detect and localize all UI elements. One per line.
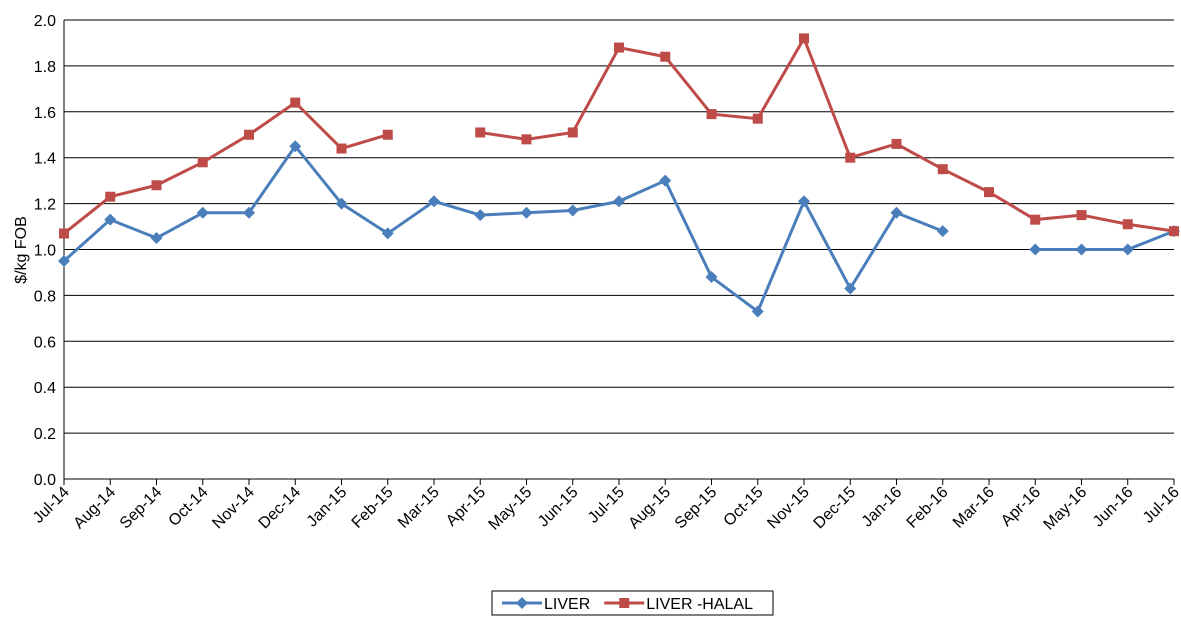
point	[706, 109, 717, 120]
x-tick-label: Feb-15	[349, 484, 397, 532]
series-line	[63, 144, 944, 313]
point	[335, 197, 348, 210]
point	[844, 282, 857, 295]
point	[566, 204, 579, 217]
point	[567, 127, 578, 138]
x-tick-label: Sep-15	[672, 484, 721, 533]
point	[799, 33, 809, 44]
point	[751, 305, 764, 318]
point	[891, 138, 902, 149]
point	[845, 152, 856, 163]
point	[151, 180, 162, 191]
y-tick-label: 0.4	[34, 380, 56, 397]
point	[197, 157, 208, 168]
x-tick-label: Jul-15	[585, 484, 628, 527]
legend-marker	[619, 598, 630, 608]
point	[1076, 210, 1087, 221]
x-tick-label: Sep-14	[117, 484, 166, 533]
y-axis-label: $/kg FOB	[13, 216, 30, 284]
x-tick-label: Apr-16	[998, 484, 1044, 530]
point	[336, 143, 347, 154]
y-tick-label: 0.0	[34, 472, 56, 489]
point	[890, 206, 903, 219]
series-line	[1035, 229, 1175, 251]
point	[150, 232, 163, 245]
x-tick-label: Nov-15	[764, 484, 813, 533]
legend-label: LIVER -HALAL	[646, 596, 753, 613]
point	[381, 227, 394, 240]
point	[1075, 243, 1088, 256]
point	[613, 195, 625, 208]
x-tick-label: May-16	[1041, 484, 1091, 534]
point	[1029, 243, 1042, 256]
series-line	[63, 101, 389, 235]
x-tick-label: Oct-15	[721, 484, 767, 530]
point	[105, 191, 116, 202]
point	[382, 129, 393, 140]
x-tick-label: Feb-16	[904, 484, 952, 532]
x-tick-label: Oct-14	[166, 484, 212, 530]
point	[289, 140, 302, 153]
x-tick-label: Jan-15	[304, 484, 351, 531]
point	[936, 225, 949, 238]
point	[614, 42, 624, 53]
point	[196, 206, 209, 219]
x-tick-label: Jun-15	[535, 484, 582, 531]
x-tick-label: Jul-14	[30, 484, 73, 527]
x-tick-label: Apr-15	[443, 484, 489, 530]
x-tick-label: Dec-15	[811, 484, 860, 533]
point	[752, 113, 763, 124]
point	[58, 254, 70, 267]
y-tick-label: 1.0	[34, 243, 56, 260]
point	[659, 174, 672, 187]
legend-label: LIVER	[544, 596, 590, 613]
y-tick-label: 0.6	[34, 334, 56, 351]
x-tick-label: Aug-14	[71, 484, 120, 533]
y-tick-label: 1.4	[34, 151, 56, 168]
point	[243, 206, 255, 219]
point	[475, 127, 486, 138]
point	[705, 271, 718, 284]
x-tick-label: Jun-16	[1090, 484, 1137, 531]
point	[520, 206, 533, 219]
point	[798, 195, 810, 208]
point	[244, 129, 254, 140]
y-tick-label: 1.6	[34, 105, 56, 122]
point	[290, 97, 301, 108]
legend: LIVER LIVER -HALAL	[491, 590, 774, 616]
point	[59, 228, 69, 239]
point	[660, 51, 671, 62]
point	[1121, 243, 1134, 256]
point	[1030, 214, 1041, 225]
x-tick-label: May-15	[486, 484, 536, 534]
x-tick-label: Jan-16	[859, 484, 906, 531]
point	[428, 195, 440, 208]
point	[984, 187, 994, 198]
point	[104, 213, 117, 226]
series-line	[480, 36, 1175, 233]
y-tick-label: 1.2	[34, 197, 56, 214]
x-tick-label: Nov-14	[209, 484, 258, 533]
point	[521, 134, 532, 145]
x-tick-label: Aug-15	[626, 484, 675, 533]
legend-marker	[516, 597, 528, 609]
x-tick-label: Jul-16	[1140, 484, 1181, 527]
y-tick-label: 0.8	[34, 288, 56, 305]
y-tick-label: 2.0	[34, 13, 56, 30]
x-tick-label: Dec-14	[256, 484, 305, 533]
point	[937, 164, 948, 175]
point	[474, 209, 487, 222]
y-tick-label: 0.2	[34, 426, 56, 443]
x-tick-label: Mar-15	[395, 484, 443, 532]
y-tick-label: 1.8	[34, 59, 56, 76]
point	[1169, 226, 1179, 237]
x-tick-label: Mar-16	[950, 484, 998, 532]
point	[1122, 219, 1133, 230]
